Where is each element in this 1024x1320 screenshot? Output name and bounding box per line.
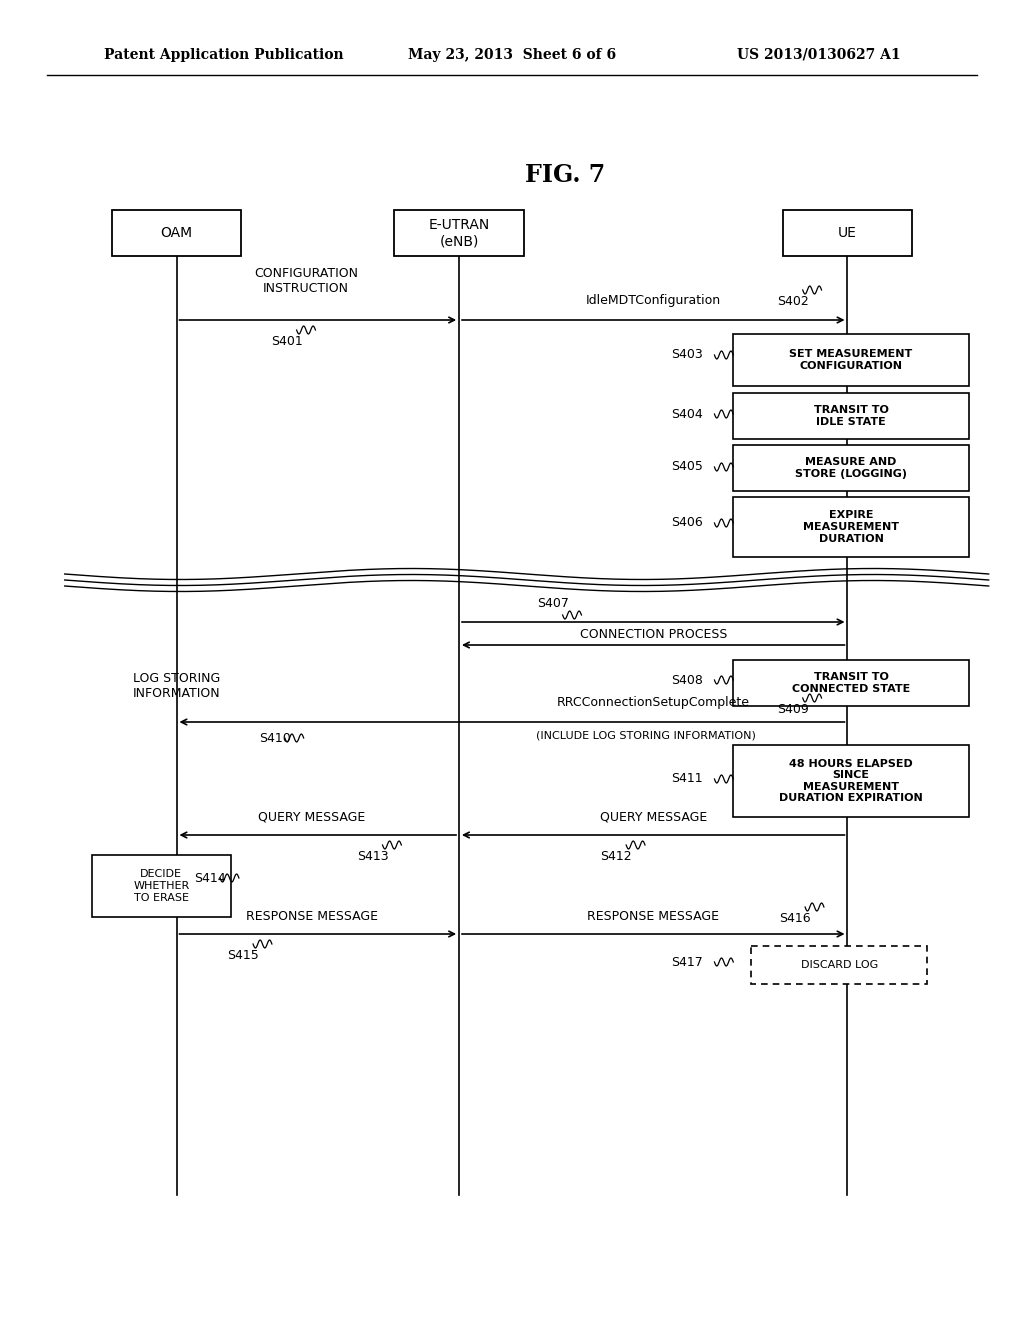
Text: S406: S406 <box>671 516 702 529</box>
Text: S405: S405 <box>671 461 702 474</box>
Text: SET MEASUREMENT
CONFIGURATION: SET MEASUREMENT CONFIGURATION <box>790 350 912 371</box>
Text: RESPONSE MESSAGE: RESPONSE MESSAGE <box>587 909 719 923</box>
Bar <box>733 744 969 817</box>
Text: QUERY MESSAGE: QUERY MESSAGE <box>258 810 366 822</box>
Text: S412: S412 <box>600 850 632 863</box>
Text: RRCConnectionSetupComplete: RRCConnectionSetupComplete <box>557 696 750 709</box>
Text: DECIDE
WHETHER
TO ERASE: DECIDE WHETHER TO ERASE <box>133 870 189 903</box>
Text: S413: S413 <box>356 850 388 863</box>
Text: S404: S404 <box>671 408 702 421</box>
Text: MEASURE AND
STORE (LOGGING): MEASURE AND STORE (LOGGING) <box>795 457 907 479</box>
Bar <box>733 498 969 557</box>
Text: E-UTRAN
(eNB): E-UTRAN (eNB) <box>428 218 489 248</box>
Text: QUERY MESSAGE: QUERY MESSAGE <box>600 810 707 822</box>
Text: S410: S410 <box>259 731 291 744</box>
Text: S414: S414 <box>195 871 226 884</box>
Text: IdleMDTConfiguration: IdleMDTConfiguration <box>586 294 721 308</box>
Text: DISCARD LOG: DISCARD LOG <box>801 960 878 970</box>
Text: S408: S408 <box>671 673 702 686</box>
Text: TRANSIT TO
IDLE STATE: TRANSIT TO IDLE STATE <box>813 405 889 426</box>
Bar <box>92 855 230 917</box>
Bar <box>733 660 969 706</box>
Bar <box>733 445 969 491</box>
Text: TRANSIT TO
CONNECTED STATE: TRANSIT TO CONNECTED STATE <box>792 672 910 694</box>
Text: UE: UE <box>838 226 857 240</box>
Text: S415: S415 <box>227 949 259 962</box>
Text: May 23, 2013  Sheet 6 of 6: May 23, 2013 Sheet 6 of 6 <box>408 48 616 62</box>
Text: S401: S401 <box>270 335 302 348</box>
Text: RESPONSE MESSAGE: RESPONSE MESSAGE <box>246 909 378 923</box>
Text: S402: S402 <box>777 294 809 308</box>
Bar <box>112 210 242 256</box>
Text: FIG. 7: FIG. 7 <box>525 162 605 187</box>
Text: US 2013/0130627 A1: US 2013/0130627 A1 <box>737 48 901 62</box>
Text: S416: S416 <box>779 912 811 925</box>
Text: S417: S417 <box>671 956 702 969</box>
Text: S409: S409 <box>777 704 809 715</box>
Text: S407: S407 <box>537 597 568 610</box>
Bar <box>782 210 912 256</box>
Text: S403: S403 <box>671 348 702 362</box>
Text: (INCLUDE LOG STORING INFORMATION): (INCLUDE LOG STORING INFORMATION) <box>536 731 756 741</box>
Bar <box>733 393 969 440</box>
Text: OAM: OAM <box>161 226 193 240</box>
Bar <box>751 946 928 983</box>
Text: CONFIGURATION
INSTRUCTION: CONFIGURATION INSTRUCTION <box>254 267 358 294</box>
Text: 48 HOURS ELAPSED
SINCE
MEASUREMENT
DURATION EXPIRATION: 48 HOURS ELAPSED SINCE MEASUREMENT DURAT… <box>779 759 923 804</box>
Bar <box>733 334 969 385</box>
Text: LOG STORING
INFORMATION: LOG STORING INFORMATION <box>133 672 220 700</box>
Text: S411: S411 <box>671 772 702 785</box>
Text: Patent Application Publication: Patent Application Publication <box>103 48 343 62</box>
Text: CONNECTION PROCESS: CONNECTION PROCESS <box>580 627 727 640</box>
Text: EXPIRE
MEASUREMENT
DURATION: EXPIRE MEASUREMENT DURATION <box>803 511 899 544</box>
Bar <box>394 210 523 256</box>
